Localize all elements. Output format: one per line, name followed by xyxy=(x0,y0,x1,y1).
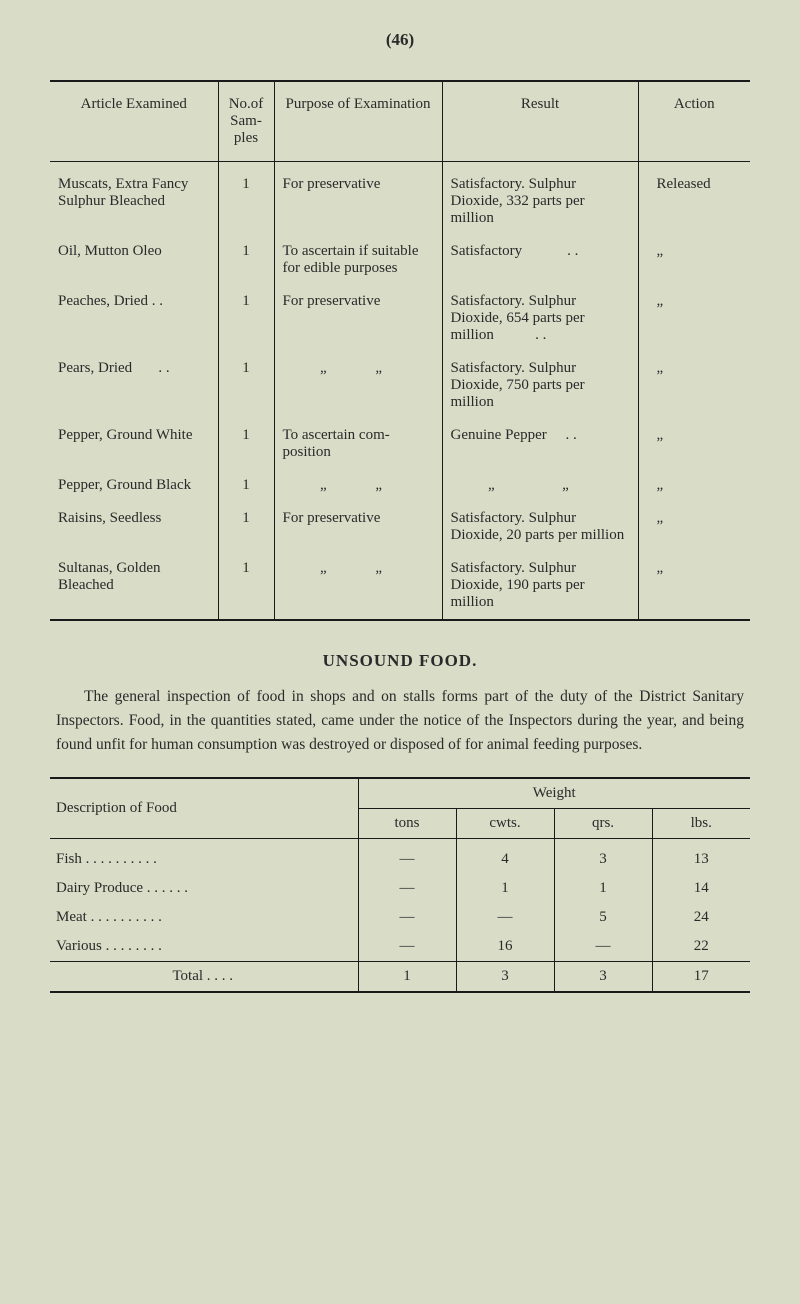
table-cell: „ xyxy=(638,419,750,469)
table-cell: To ascertain com-position xyxy=(274,419,442,469)
table-cell: Peaches, Dried . . xyxy=(50,285,218,352)
table-cell: Fish . . . . . . . . . . xyxy=(50,839,358,875)
table-cell: Pepper, Ground White xyxy=(50,419,218,469)
table-cell: Sultanas, Golden Bleached xyxy=(50,552,218,620)
total-cell: 17 xyxy=(652,962,750,993)
table-cell: „ xyxy=(638,352,750,419)
table-row: Pepper, Ground White1To ascertain com-po… xyxy=(50,419,750,469)
table-cell: Various . . . . . . . . xyxy=(50,932,358,962)
table-cell: Meat . . . . . . . . . . xyxy=(50,903,358,932)
table-cell: Dairy Produce . . . . . . xyxy=(50,874,358,903)
table-cell: „ „ xyxy=(442,469,638,502)
table-cell: — xyxy=(358,839,456,875)
section-title: UNSOUND FOOD. xyxy=(50,651,750,671)
table-cell: 1 xyxy=(218,502,274,552)
total-cell: 3 xyxy=(456,962,554,993)
table-cell: Satisfactory. Sulphur Dioxide, 654 parts… xyxy=(442,285,638,352)
table-cell: Raisins, Seedless xyxy=(50,502,218,552)
table-cell: 4 xyxy=(456,839,554,875)
table-cell: — xyxy=(358,903,456,932)
table-cell: 24 xyxy=(652,903,750,932)
section-body: The general inspection of food in shops … xyxy=(56,685,744,757)
table-cell: Satisfactory. Sulphur Dioxide, 750 parts… xyxy=(442,352,638,419)
table-row: Pears, Dried . .1 „ „Satisfactory. Sulph… xyxy=(50,352,750,419)
table-cell: Genuine Pepper . . xyxy=(442,419,638,469)
table-row: Meat . . . . . . . . . .——524 xyxy=(50,903,750,932)
table-cell: — xyxy=(456,903,554,932)
table-row: Oil, Mutton Oleo1To ascertain if suitabl… xyxy=(50,235,750,285)
table-row: Various . . . . . . . .—16—22 xyxy=(50,932,750,962)
table-row: Pepper, Ground Black1 „ „ „ „„ xyxy=(50,469,750,502)
table-cell: 1 xyxy=(218,235,274,285)
table-cell: „ xyxy=(638,235,750,285)
table-cell: „ „ xyxy=(274,352,442,419)
header-samples: No.of Sam-ples xyxy=(218,81,274,162)
table-cell: — xyxy=(358,932,456,962)
table-cell: 1 xyxy=(218,162,274,236)
table-cell: „ xyxy=(638,285,750,352)
table-cell: 5 xyxy=(554,903,652,932)
table-cell: Satisfactory . . xyxy=(442,235,638,285)
table-cell: 1 xyxy=(218,285,274,352)
weight-desc-header: Description of Food xyxy=(50,778,358,839)
page-number: (46) xyxy=(50,30,750,50)
table-cell: „ xyxy=(638,552,750,620)
total-cell: 1 xyxy=(358,962,456,993)
table-cell: — xyxy=(358,874,456,903)
header-article: Article Examined xyxy=(50,81,218,162)
header-action: Action xyxy=(638,81,750,162)
table-cell: „ xyxy=(638,469,750,502)
header-purpose: Purpose of Examination xyxy=(274,81,442,162)
table-cell: Oil, Mutton Oleo xyxy=(50,235,218,285)
table-cell: 1 xyxy=(218,469,274,502)
table-cell: 16 xyxy=(456,932,554,962)
table-cell: 3 xyxy=(554,839,652,875)
table-cell: Pears, Dried . . xyxy=(50,352,218,419)
table-cell: „ „ xyxy=(274,552,442,620)
weight-col-lbs: lbs. xyxy=(652,809,750,839)
table-cell: 14 xyxy=(652,874,750,903)
table-cell: — xyxy=(554,932,652,962)
table-row: Peaches, Dried . .1For preservativeSatis… xyxy=(50,285,750,352)
table-cell: For preservative xyxy=(274,285,442,352)
table-cell: 1 xyxy=(554,874,652,903)
weight-col-cwts: cwts. xyxy=(456,809,554,839)
table-cell: Released xyxy=(638,162,750,236)
weight-col-qrs: qrs. xyxy=(554,809,652,839)
weight-group-header: Weight xyxy=(358,778,750,809)
table-cell: Satisfactory. Sulphur Dioxide, 20 parts … xyxy=(442,502,638,552)
examination-table: Article Examined No.of Sam-ples Purpose … xyxy=(50,80,750,621)
table-row: Muscats, Extra Fancy Sulphur Bleached1Fo… xyxy=(50,162,750,236)
table-row: Raisins, Seedless1For preservativeSatisf… xyxy=(50,502,750,552)
table-cell: 1 xyxy=(218,352,274,419)
table-cell: 1 xyxy=(218,419,274,469)
table-cell: 22 xyxy=(652,932,750,962)
table-row: Dairy Produce . . . . . .—1114 xyxy=(50,874,750,903)
table-row: Fish . . . . . . . . . .—4313 xyxy=(50,839,750,875)
table-cell: Muscats, Extra Fancy Sulphur Bleached xyxy=(50,162,218,236)
weight-table: Description of Food Weight tons cwts. qr… xyxy=(50,777,750,993)
table-cell: 1 xyxy=(218,552,274,620)
header-result: Result xyxy=(442,81,638,162)
table-row: Sultanas, Golden Bleached1 „ „Satisfacto… xyxy=(50,552,750,620)
table-cell: To ascertain if suitable for edible purp… xyxy=(274,235,442,285)
table-total-row: Total . . . .13317 xyxy=(50,962,750,993)
total-cell: 3 xyxy=(554,962,652,993)
table-cell: 13 xyxy=(652,839,750,875)
weight-col-tons: tons xyxy=(358,809,456,839)
table-cell: Satisfactory. Sulphur Dioxide, 190 parts… xyxy=(442,552,638,620)
table-cell: „ xyxy=(638,502,750,552)
table-cell: „ „ xyxy=(274,469,442,502)
table-cell: 1 xyxy=(456,874,554,903)
table-cell: For preservative xyxy=(274,162,442,236)
table-cell: For preservative xyxy=(274,502,442,552)
table-cell: Satisfactory. Sulphur Dioxide, 332 parts… xyxy=(442,162,638,236)
total-label: Total . . . . xyxy=(50,962,358,993)
table-cell: Pepper, Ground Black xyxy=(50,469,218,502)
